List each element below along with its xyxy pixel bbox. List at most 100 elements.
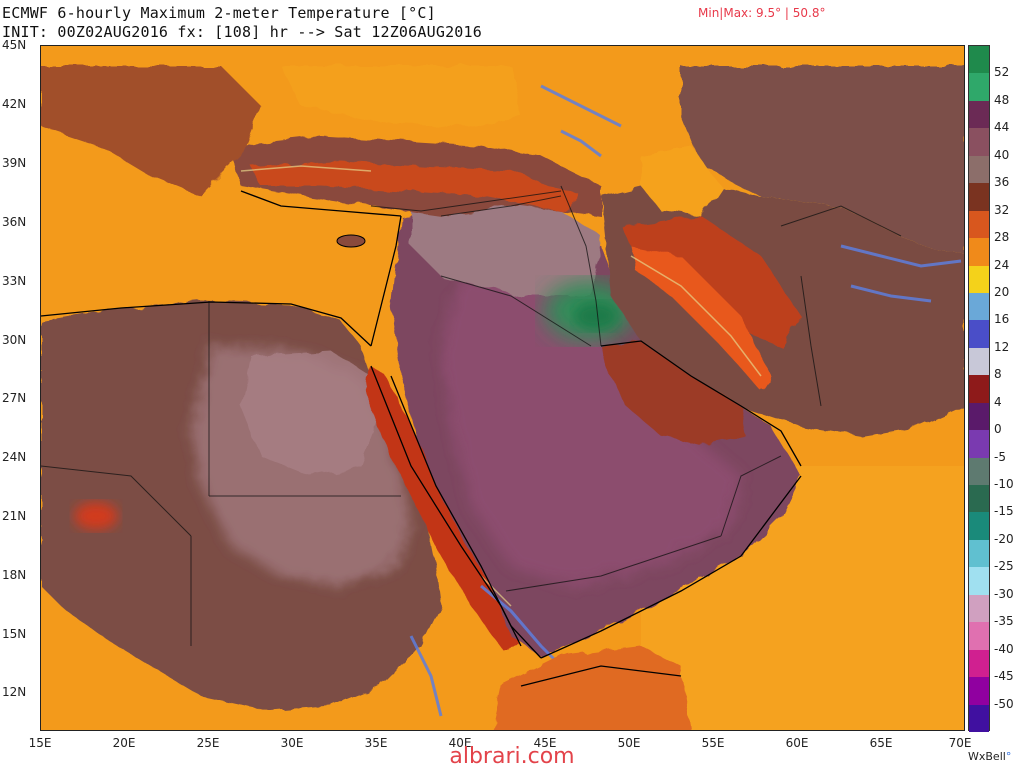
- central-asia-land: [681, 66, 964, 256]
- color-scale-segment: [969, 539, 989, 568]
- color-scale-bar: [968, 45, 990, 733]
- color-scale-segment: [969, 677, 989, 706]
- lat-label: 18N: [2, 568, 27, 582]
- min-max-readout: Min|Max: 9.5° | 50.8°: [698, 6, 826, 20]
- color-scale-label: -35: [994, 614, 1014, 629]
- cyprus: [336, 234, 366, 248]
- lat-label: 42N: [2, 97, 27, 111]
- border-afghan-north: [780, 205, 902, 237]
- color-scale-segment: [969, 704, 989, 733]
- lon-label: 30E: [280, 736, 304, 750]
- color-scale-segment: [969, 46, 989, 74]
- color-scale-segment: [969, 183, 989, 212]
- brand-dot: °: [1005, 750, 1012, 763]
- color-scale-segment: [969, 320, 989, 349]
- somalia-region: [491, 646, 691, 730]
- color-scale-label: -30: [994, 586, 1014, 601]
- border-chad-niger: [41, 465, 192, 537]
- egypt-mauve: [241, 351, 376, 476]
- caspian-sea: [641, 146, 721, 216]
- color-scale-segment: [969, 485, 989, 513]
- color-scale-segment: [969, 347, 989, 376]
- lat-label: 12N: [2, 685, 27, 699]
- lon-label: 35E: [364, 736, 388, 750]
- wxbell-logo: WxBell°: [968, 750, 1011, 763]
- color-scale-segment: [969, 100, 989, 129]
- lon-label: 40E: [448, 736, 472, 750]
- lat-label: 45N: [2, 38, 27, 52]
- turkey-hot-belt: [251, 161, 581, 211]
- lat-label: 30N: [2, 333, 27, 347]
- coast-arabia-south: [540, 475, 802, 659]
- color-scale-label: 40: [994, 147, 1010, 162]
- lat-label: 27N: [2, 391, 27, 405]
- persian-gulf: [601, 341, 746, 446]
- color-scale-label: 4: [994, 394, 1002, 409]
- color-scale-label: 16: [994, 312, 1010, 327]
- color-scale-segment: [969, 128, 989, 157]
- lat-label: 21N: [2, 509, 27, 523]
- color-scale-label: 0: [994, 422, 1002, 437]
- brand-text: WxBell: [968, 750, 1006, 763]
- coast-med-south: [41, 301, 372, 347]
- border-iran-afghan: [800, 275, 822, 407]
- color-scale-label: -5: [994, 449, 1006, 464]
- color-scale-label: -45: [994, 669, 1014, 684]
- color-scale-label: 12: [994, 339, 1010, 354]
- color-scale-label: -20: [994, 531, 1014, 546]
- color-scale-label: 48: [994, 92, 1010, 107]
- lon-label: 50E: [617, 736, 641, 750]
- color-scale-label: 52: [994, 65, 1010, 80]
- arabian-interior: [441, 276, 741, 586]
- color-scale-segment: [969, 402, 989, 431]
- color-scale-label: 28: [994, 230, 1010, 245]
- color-scale-label: -15: [994, 504, 1014, 519]
- color-scale-segment: [969, 512, 989, 541]
- coast-levant: [370, 215, 402, 347]
- lon-label: 70E: [948, 736, 972, 750]
- lon-label: 65E: [869, 736, 893, 750]
- balkans-land: [41, 66, 261, 196]
- lat-label: 24N: [2, 450, 27, 464]
- color-scale-label: -10: [994, 477, 1014, 492]
- coast-somalia: [520, 665, 682, 687]
- color-scale-label: 20: [994, 284, 1010, 299]
- border-saudi-yemen: [505, 535, 722, 592]
- caucasus-cool: [540, 84, 622, 128]
- lon-label: 25E: [196, 736, 220, 750]
- color-scale-label: -40: [994, 641, 1014, 656]
- color-scale-label: 24: [994, 257, 1010, 272]
- lon-label: 60E: [785, 736, 809, 750]
- color-scale-label: 36: [994, 175, 1010, 190]
- color-scale-label: 44: [994, 120, 1010, 135]
- color-scale-segment: [969, 594, 989, 623]
- chad-hotspot: [74, 502, 118, 530]
- lat-label: 39N: [2, 156, 27, 170]
- coast-gulf: [600, 340, 802, 467]
- lat-label: 33N: [2, 274, 27, 288]
- lat-label: 15N: [2, 627, 27, 641]
- lon-label: 55E: [701, 736, 725, 750]
- border-saudi-iraq: [440, 275, 592, 347]
- color-scale-segment: [969, 622, 989, 651]
- color-scale-label: -50: [994, 696, 1014, 711]
- temperature-map: [40, 45, 965, 731]
- hindu-kush-cool: [840, 244, 962, 268]
- coast-turkey-south: [240, 190, 402, 217]
- color-scale-segment: [969, 457, 989, 486]
- color-scale-segment: [969, 292, 989, 321]
- lon-label: 45E: [533, 736, 557, 750]
- border-iraq-iran: [560, 185, 602, 347]
- watermark: albrari.com: [449, 744, 575, 769]
- color-scale-segment: [969, 375, 989, 404]
- red-sea: [363, 366, 521, 650]
- color-scale-segment: [969, 265, 989, 294]
- color-scale-segment: [969, 567, 989, 596]
- lat-label: 36N: [2, 215, 27, 229]
- border-turkey-south: [370, 190, 562, 212]
- black-sea: [281, 66, 521, 126]
- lon-label: 15E: [28, 736, 52, 750]
- coast-redsea-east: [390, 375, 542, 659]
- color-scale-segment: [969, 155, 989, 184]
- color-scale-segment: [969, 649, 989, 678]
